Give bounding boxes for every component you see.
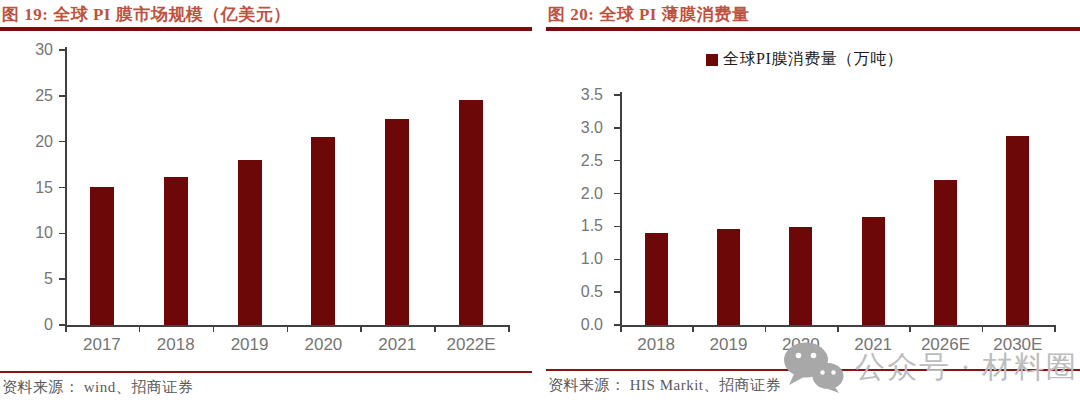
y-axis-tick [59,278,65,280]
x-axis-label-2019: 2019 [213,335,287,355]
bar-2030E [1006,136,1029,325]
y-tick-label: 15 [9,179,53,197]
y-axis-tick [614,226,620,228]
x-axis-tick [360,325,362,332]
left-bar-chart: 0 5 10 15 20 25 30 201720182019202020212022E [0,0,532,408]
y-axis-tick [59,49,65,51]
x-axis-label-2018: 2018 [620,335,692,355]
x-axis-tick [287,325,289,332]
x-axis-tick [139,325,141,332]
x-axis-tick [837,325,839,332]
bar-2021 [385,119,409,325]
y-axis-line [65,47,67,326]
y-axis-tick [59,95,65,97]
x-axis-label-2018: 2018 [139,335,213,355]
x-axis-label-2021: 2021 [360,335,434,355]
y-tick-label: 20 [9,133,53,151]
x-axis-tick [909,325,911,332]
x-axis-label-2019: 2019 [692,335,764,355]
bar-2020 [311,137,335,325]
y-tick-label: 0.5 [559,283,603,301]
bar-2022E [459,100,483,325]
bar-2019 [238,160,262,325]
x-axis-tick [434,325,436,332]
x-axis-tick [620,325,622,332]
y-axis-tick [614,291,620,293]
right-source-text: 资料来源： HIS Markit、招商证券 [548,376,781,395]
left-source-text: 资料来源： wind、招商证券 [2,378,193,397]
y-axis-tick [614,193,620,195]
y-tick-label: 0 [9,316,53,334]
x-axis-label-2030E: 2030E [982,335,1054,355]
x-axis-tick [213,325,215,332]
y-tick-label: 5 [9,270,53,288]
y-axis-line [620,92,622,326]
y-tick-label: 2.5 [559,152,603,170]
bar-2017 [90,187,114,325]
left-source-divider [0,371,532,373]
right-bar-chart: 0.0 0.5 1.0 1.5 2.0 2.5 3.0 3.5 2018201920202021… [546,0,1080,408]
y-tick-label: 0.0 [559,316,603,334]
x-axis-label-2021: 2021 [837,335,909,355]
x-axis-label-2017: 2017 [65,335,139,355]
y-tick-label: 2.0 [559,185,603,203]
y-axis-tick [59,233,65,235]
y-axis-tick [59,141,65,143]
left-chart-column: 图 19: 全球 PI 膜市场规模（亿美元） 05101520253020172… [0,0,532,408]
x-axis-tick [508,325,510,332]
x-axis-label-2026E: 2026E [909,335,981,355]
bar-2018 [645,233,668,325]
bar-2018 [164,177,188,326]
y-axis-tick [614,259,620,261]
y-axis-tick [614,160,620,162]
right-source-divider [546,369,1080,371]
bar-2020 [789,227,812,325]
y-tick-label: 1.0 [559,250,603,268]
x-axis-tick [765,325,767,332]
x-axis-tick [65,325,67,332]
x-axis-tick [692,325,694,332]
y-tick-label: 3.5 [559,86,603,104]
x-axis-tick [1054,325,1056,332]
right-chart-column: 图 20: 全球 PI 薄膜消费量 全球PI膜消费量（万吨） 0.00.51.0… [546,0,1080,408]
y-tick-label: 10 [9,224,53,242]
report-figure-panel: 图 19: 全球 PI 膜市场规模（亿美元） 05101520253020172… [0,0,1080,408]
bar-2021 [862,217,885,325]
x-axis-tick [982,325,984,332]
y-tick-label: 3.0 [559,119,603,137]
bar-2026E [934,180,957,325]
y-tick-label: 30 [9,41,53,59]
y-tick-label: 25 [9,87,53,105]
x-axis-label-2022E: 2022E [434,335,508,355]
x-axis-label-2020: 2020 [287,335,361,355]
y-axis-tick [59,187,65,189]
x-axis-label-2020: 2020 [765,335,837,355]
y-tick-label: 1.5 [559,217,603,235]
y-axis-tick [614,127,620,129]
y-axis-tick [614,94,620,96]
bar-2019 [717,229,740,325]
